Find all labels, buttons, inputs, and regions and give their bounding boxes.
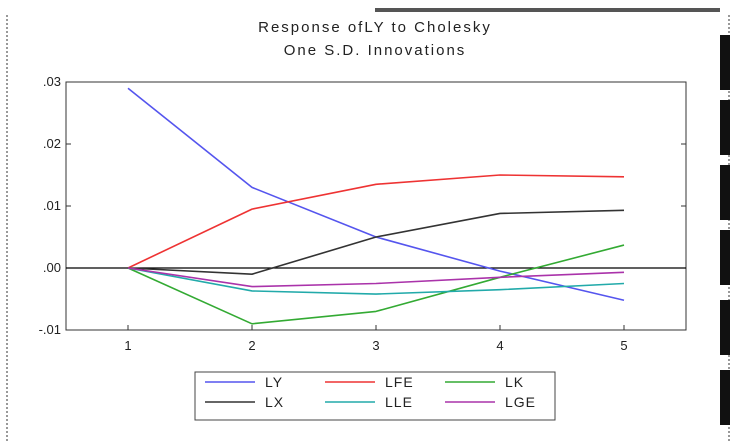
series-line-lle (127, 267, 625, 295)
legend: LY LFE LK LX LLE LGE (205, 374, 536, 410)
x-tick-label: 5 (620, 338, 627, 353)
x-tick-label: 4 (496, 338, 503, 353)
legend-label-lfe: LFE (385, 374, 414, 390)
edge-mark (720, 300, 730, 355)
legend-label-ly: LY (265, 374, 283, 390)
edge-mark (720, 230, 730, 285)
legend-box (194, 371, 556, 421)
y-tick-label: .03 (43, 74, 61, 89)
x-tick-label: 3 (372, 338, 379, 353)
x-tick-label: 2 (248, 338, 255, 353)
y-tick-label: .01 (43, 198, 61, 213)
series-line-lx (127, 209, 625, 276)
series-line-lfe (127, 174, 625, 269)
edge-mark (720, 370, 730, 425)
axes: .03 .02 .01 .00 -.01 1 2 3 4 5 (39, 74, 686, 353)
legend-label-lx: LX (265, 394, 284, 410)
legend-label-lk: LK (505, 374, 524, 390)
y-tick-label: -.01 (39, 322, 61, 337)
edge-mark (720, 100, 730, 155)
chart-subtitle: One S.D. Innovations (284, 42, 467, 59)
x-tick-label: 1 (124, 338, 131, 353)
series-line-lk (127, 244, 625, 325)
edge-mark (720, 165, 730, 220)
legend-label-lle: LLE (385, 394, 413, 410)
top-border-strip (375, 8, 720, 12)
chart-title: Response ofLY to Cholesky (258, 19, 492, 36)
legend-label-lge: LGE (505, 394, 536, 410)
y-tick-label: .00 (43, 260, 61, 275)
edge-mark (720, 35, 730, 90)
series-line-lge (127, 267, 625, 288)
series-lines (127, 87, 625, 325)
y-tick-label: .02 (43, 136, 61, 151)
